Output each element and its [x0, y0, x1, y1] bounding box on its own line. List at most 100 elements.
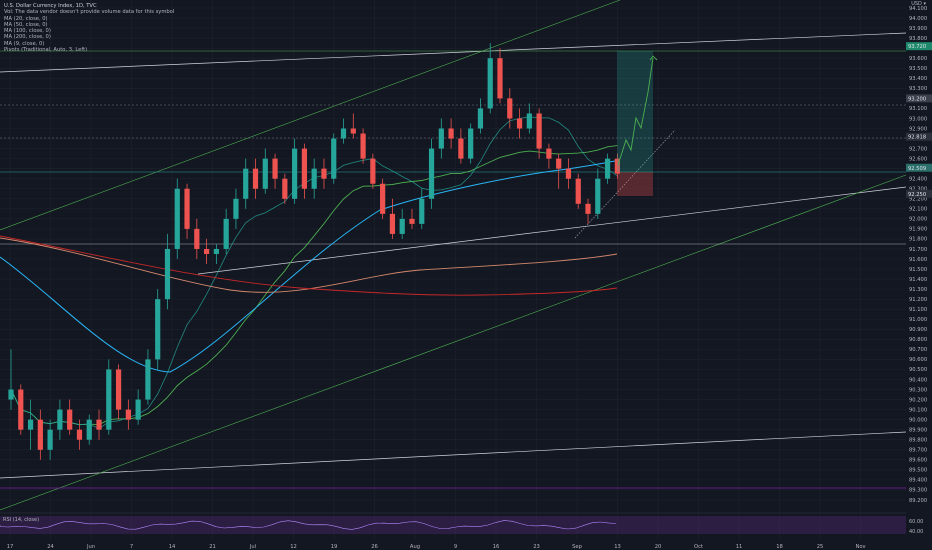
rsi-pane: 60.00 40.00 — [0, 512, 923, 535]
time-tick-label: Aug — [410, 544, 420, 550]
candle-body — [223, 218, 229, 249]
time-tick-label: 18 — [776, 544, 783, 550]
candle-body — [438, 128, 444, 149]
candle-body — [252, 168, 259, 189]
price-tick-label: 92.100 — [909, 207, 927, 213]
candle-body — [57, 409, 63, 430]
candle-body — [448, 128, 454, 139]
time-tick-label: 19 — [331, 544, 338, 550]
price-tick-label: 90.500 — [909, 367, 927, 373]
price-label-text: 92.509 — [908, 166, 926, 172]
price-tick-label: 91.100 — [909, 307, 927, 313]
projection-arrow-icon — [649, 55, 658, 61]
candle-body — [115, 369, 122, 410]
candle-body — [8, 389, 14, 400]
candle-body — [477, 108, 484, 129]
price-tick-label: 92.300 — [909, 187, 927, 193]
legend-line: MA (20, close, 0) — [4, 15, 48, 22]
candle-body — [380, 183, 386, 214]
candle-body — [370, 158, 376, 184]
candle-body — [604, 158, 611, 179]
candle-body — [204, 248, 210, 254]
legend-line: MA (100, close, 0) — [4, 28, 51, 35]
candle-body — [37, 419, 43, 450]
price-tick-label: 89.500 — [909, 468, 927, 474]
channel-upper-white — [0, 32, 907, 73]
price-tick-label: 93.400 — [909, 76, 927, 82]
candle-body — [340, 128, 347, 139]
price-tick-label: 91.800 — [909, 237, 927, 243]
price-tick-label: 93.100 — [909, 106, 927, 112]
price-tick-label: 91.700 — [909, 247, 927, 253]
price-label-text: 92.250 — [908, 192, 926, 198]
price-label-badge — [906, 163, 932, 172]
gridlines — [0, 0, 906, 540]
candle-body — [174, 188, 180, 249]
candle-body — [262, 158, 268, 189]
candle-body — [419, 198, 425, 224]
price-tick-label: 89.200 — [909, 498, 927, 504]
time-tick-label: 16 — [493, 544, 500, 550]
price-tick-label: 90.700 — [909, 347, 927, 353]
rsi-tick-label: 60.00 — [909, 519, 923, 525]
time-tick-label: Nov — [855, 544, 865, 550]
position-overlay — [617, 51, 658, 196]
candle-body — [497, 58, 503, 99]
projection-path — [617, 57, 654, 166]
price-tick-label: 94.000 — [909, 16, 927, 22]
candle-body — [428, 148, 435, 199]
price-tick-label: 93.500 — [909, 66, 927, 72]
price-tick-label: 92.400 — [909, 177, 927, 183]
candle-body — [164, 248, 171, 300]
candle-body — [47, 429, 53, 450]
candle-body — [350, 128, 356, 134]
price-tick-label: 93.300 — [909, 86, 927, 92]
candle-body — [96, 419, 102, 430]
candles — [8, 43, 620, 460]
candle-body — [282, 178, 288, 199]
legend-line: MA (200, close, 0) — [4, 34, 51, 41]
candle-body — [487, 58, 493, 109]
time-tick-label: 25 — [817, 544, 824, 550]
currency-selector[interactable]: USD ▾ — [911, 1, 926, 7]
price-tick-label: 90.900 — [909, 327, 927, 333]
candle-body — [272, 158, 278, 179]
symbol-title: U.S. Dollar Currency Index, 1D, TVC — [4, 3, 97, 9]
trendlines — [0, 0, 907, 511]
candle-body — [125, 409, 131, 420]
price-label-text: 93.720 — [908, 44, 926, 50]
candle-body — [331, 138, 337, 179]
candle-body — [213, 248, 219, 254]
dotted-trend — [574, 129, 676, 239]
time-tick-label: Jul — [249, 544, 256, 550]
legend-line: MA (50, close, 0) — [4, 21, 48, 28]
time-tick-label: 24 — [47, 544, 54, 550]
candle-body — [399, 218, 405, 234]
price-tick-label: 92.200 — [909, 197, 927, 203]
price-tick-label: 90.600 — [909, 357, 927, 363]
time-tick-label: 13 — [614, 544, 621, 550]
candle-body — [595, 178, 601, 214]
candle-body — [145, 359, 151, 400]
candle-body — [27, 419, 34, 430]
price-tick-label: 92.900 — [909, 126, 927, 132]
price-tick-label: 93.000 — [909, 116, 927, 122]
candle-body — [292, 148, 298, 199]
time-tick-label: 12 — [290, 544, 297, 550]
time-tick-label: 20 — [655, 544, 662, 550]
ma-200-line — [0, 235, 618, 296]
ma-50-line — [0, 159, 621, 373]
candle-body — [614, 158, 620, 174]
candle-body — [194, 228, 200, 249]
support-line — [197, 186, 907, 275]
candle-body — [243, 168, 249, 199]
price-label-badge — [906, 94, 932, 103]
price-tick-label: 89.600 — [909, 458, 927, 464]
price-tick-label: 91.000 — [909, 317, 927, 323]
candle-body — [184, 188, 190, 229]
candle-body — [86, 419, 92, 440]
time-tick-label: 17 — [7, 544, 14, 550]
time-tick-label: 26 — [371, 544, 378, 550]
candle-body — [556, 158, 562, 169]
